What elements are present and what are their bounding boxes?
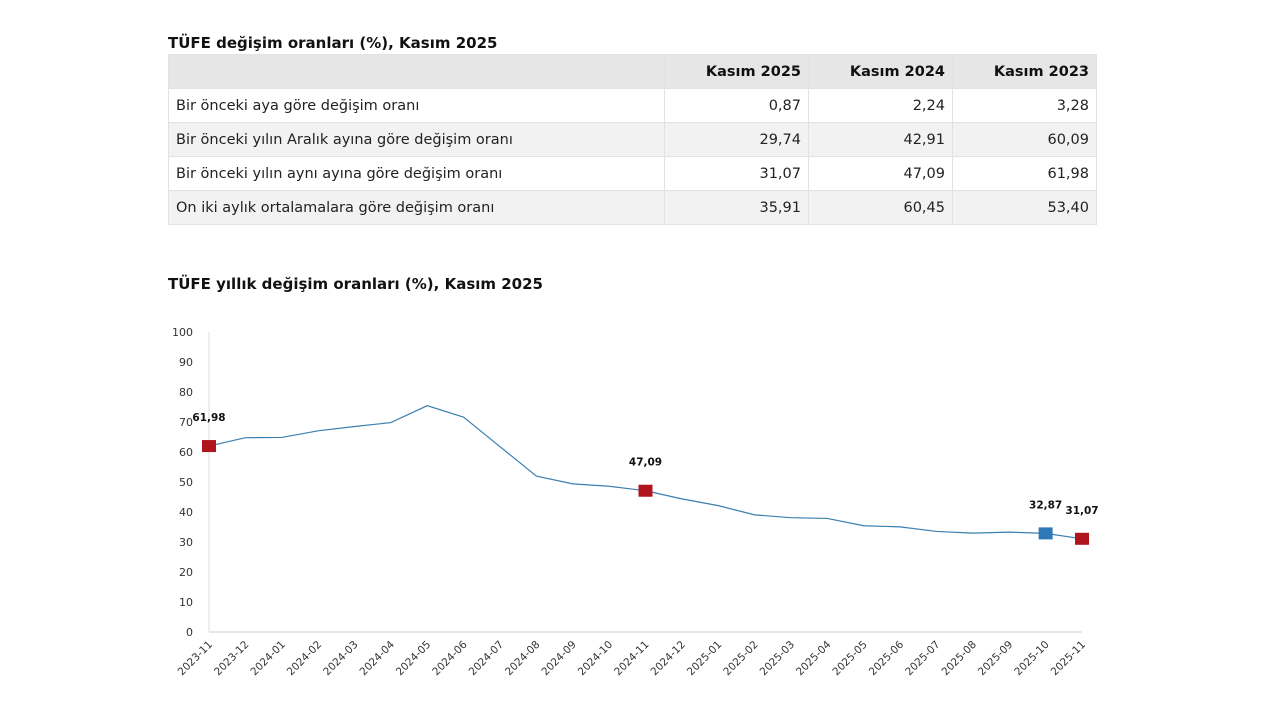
table-row: On iki aylık ortalamalara göre değişim o…: [168, 190, 1097, 225]
x-tick-label: 2024-09: [539, 639, 579, 679]
x-tick-label: 2024-08: [503, 639, 543, 679]
row-label: Bir önceki yılın aynı ayına göre değişim…: [168, 156, 665, 191]
data-label: 32,87: [1029, 499, 1062, 511]
table-row: Bir önceki aya göre değişim oranı 0,87 2,2…: [168, 88, 1097, 123]
x-tick-label: 2024-07: [467, 639, 507, 679]
x-tick-label: 2024-01: [248, 639, 288, 679]
data-label: 31,07: [1065, 505, 1098, 517]
x-tick-label: 2024-12: [648, 639, 688, 679]
x-tick-label: 2024-10: [576, 639, 616, 679]
x-tick-label: 2025-09: [976, 639, 1016, 679]
x-tick-label: 2024-03: [321, 639, 361, 679]
cell: 60,45: [808, 190, 953, 225]
x-tick-label: 2025-06: [867, 638, 907, 678]
x-tick-label: 2024-04: [357, 638, 397, 678]
x-tick-label: 2025-08: [939, 639, 979, 679]
y-tick-label: 80: [179, 386, 193, 399]
cell: 60,09: [952, 122, 1097, 157]
row-label: Bir önceki aya göre değişim oranı: [168, 88, 665, 123]
header-col: Kasım 2023: [952, 54, 1097, 89]
x-tick-label: 2024-11: [612, 639, 652, 679]
y-tick-label: 90: [179, 356, 193, 369]
x-tick-label: 2025-10: [1012, 639, 1052, 679]
chart-title: TÜFE yıllık değişim oranları (%), Kasım …: [168, 275, 543, 293]
cell: 2,24: [808, 88, 953, 123]
x-tick-label: 2025-03: [758, 639, 798, 679]
table-title: TÜFE değişim oranları (%), Kasım 2025: [168, 34, 498, 52]
y-tick-label: 10: [179, 596, 193, 609]
x-tick-label: 2025-04: [794, 638, 834, 678]
data-marker: [1038, 527, 1053, 540]
data-label: 61,98: [192, 412, 225, 424]
data-marker: [202, 440, 216, 453]
table-row: Bir önceki yılın Aralık ayına göre değiş…: [168, 122, 1097, 157]
y-tick-label: 100: [172, 326, 193, 339]
data-label: 47,09: [629, 457, 662, 469]
y-tick-label: 50: [179, 476, 193, 489]
y-tick-label: 60: [179, 446, 193, 459]
x-tick-label: 2023-12: [212, 639, 252, 679]
y-tick-label: 20: [179, 566, 193, 579]
x-tick-label: 2025-05: [830, 639, 870, 679]
cell: 42,91: [808, 122, 953, 157]
series-line: [208, 405, 1083, 540]
row-label: On iki aylık ortalamalara göre değişim o…: [168, 190, 665, 225]
x-tick-label: 2025-02: [721, 639, 761, 679]
data-marker: [1075, 532, 1089, 545]
cell: 29,74: [664, 122, 809, 157]
x-tick-label: 2023-11: [176, 639, 216, 679]
x-tick-label: 2025-07: [903, 639, 943, 679]
y-tick-label: 30: [179, 536, 193, 549]
y-tick-label: 0: [186, 626, 193, 639]
data-marker: [638, 484, 653, 497]
y-tick-label: 40: [179, 506, 193, 519]
x-tick-label: 2025-01: [685, 639, 725, 679]
cell: 0,87: [664, 88, 809, 123]
x-tick-label: 2025-11: [1049, 639, 1089, 679]
row-label: Bir önceki yılın Aralık ayına göre değiş…: [168, 122, 665, 157]
cell: 61,98: [952, 156, 1097, 191]
table-row: Bir önceki yılın aynı ayına göre değişim…: [168, 156, 1097, 191]
x-tick-label: 2024-02: [285, 639, 325, 679]
x-tick-label: 2024-05: [394, 639, 434, 679]
cpi-table: Kasım 2025 Kasım 2024 Kasım 2023 Bir öncek…: [168, 54, 1097, 225]
cell: 3,28: [952, 88, 1097, 123]
y-tick-label: 70: [179, 416, 193, 429]
cell: 53,40: [952, 190, 1097, 225]
x-tick-label: 2024-06: [430, 638, 470, 678]
